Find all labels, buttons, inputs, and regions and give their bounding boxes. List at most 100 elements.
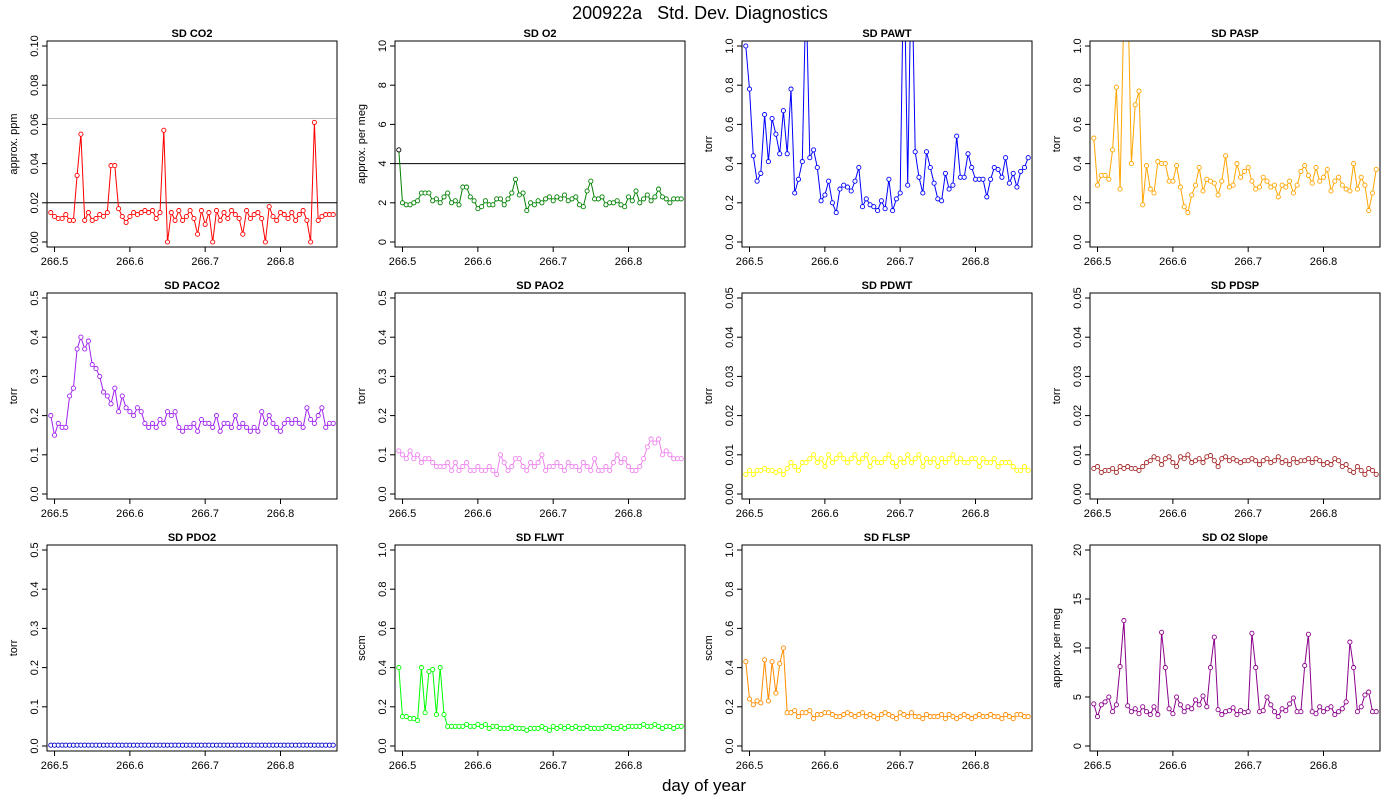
y-tick-label: 0.4 bbox=[724, 660, 736, 675]
y-tick-label: 0.4 bbox=[377, 660, 389, 675]
data-point bbox=[1249, 456, 1255, 462]
data-point bbox=[923, 712, 930, 718]
data-point bbox=[1136, 88, 1142, 94]
data-point bbox=[995, 166, 1001, 173]
data-point bbox=[270, 213, 276, 220]
y-tick-label: 0.5 bbox=[29, 542, 41, 557]
data-point bbox=[950, 182, 956, 188]
data-point bbox=[890, 208, 896, 214]
data-point bbox=[520, 190, 526, 196]
y-axis-label: torr bbox=[1051, 135, 1063, 152]
data-point bbox=[826, 178, 832, 184]
data-point bbox=[814, 460, 820, 466]
data-point bbox=[217, 428, 223, 434]
data-point bbox=[422, 710, 428, 716]
data-point bbox=[127, 409, 133, 415]
data-point bbox=[743, 471, 749, 477]
data-point bbox=[641, 196, 647, 202]
data-point bbox=[1181, 204, 1187, 210]
data-point bbox=[1010, 464, 1016, 470]
data-point bbox=[149, 208, 156, 214]
data-point bbox=[116, 206, 122, 212]
data-point bbox=[1192, 697, 1199, 703]
data-point bbox=[1185, 704, 1191, 710]
data-point bbox=[1102, 699, 1108, 705]
data-point bbox=[765, 698, 771, 704]
data-point bbox=[1132, 465, 1138, 472]
data-point bbox=[296, 420, 302, 426]
data-point bbox=[1174, 694, 1180, 700]
data-point bbox=[494, 471, 500, 477]
data-point bbox=[48, 210, 54, 216]
data-point bbox=[916, 174, 922, 180]
plot-frame bbox=[394, 40, 686, 248]
data-point bbox=[558, 196, 564, 202]
data-point bbox=[833, 210, 839, 216]
data-point bbox=[814, 164, 820, 171]
y-tick-label: 0.03 bbox=[1072, 366, 1084, 387]
data-point bbox=[497, 196, 504, 202]
data-point bbox=[999, 716, 1005, 722]
data-point bbox=[198, 416, 204, 423]
data-point bbox=[437, 200, 443, 206]
series-line bbox=[745, 453, 1029, 476]
y-tick-label: 5 bbox=[1072, 694, 1084, 700]
chart-title: SD O2 bbox=[523, 28, 556, 40]
data-point bbox=[750, 153, 756, 159]
data-point bbox=[769, 115, 775, 122]
data-point bbox=[901, 712, 907, 718]
data-point bbox=[1006, 714, 1012, 720]
data-point bbox=[1211, 634, 1217, 640]
data-point bbox=[112, 163, 118, 169]
data-point bbox=[659, 194, 665, 200]
data-point bbox=[792, 190, 798, 196]
y-tick-label: 0.1 bbox=[377, 447, 389, 462]
data-point bbox=[55, 420, 61, 426]
data-point bbox=[539, 200, 545, 206]
y-tick-label: 0 bbox=[1072, 743, 1084, 749]
data-point bbox=[931, 456, 937, 462]
x-tick-label: 266.6 bbox=[116, 508, 144, 520]
x-tick-label: 266.5 bbox=[41, 760, 69, 772]
data-point bbox=[599, 725, 605, 731]
data-point bbox=[580, 725, 586, 731]
data-point bbox=[274, 424, 280, 430]
data-point bbox=[168, 210, 174, 216]
data-point bbox=[1336, 458, 1342, 464]
data-point bbox=[415, 198, 421, 204]
data-point bbox=[475, 721, 481, 727]
data-point bbox=[1125, 703, 1131, 709]
data-point bbox=[131, 413, 137, 419]
data-point bbox=[890, 714, 896, 720]
data-point bbox=[1343, 462, 1349, 468]
data-point bbox=[1234, 712, 1240, 718]
data-point bbox=[1283, 184, 1289, 190]
data-point bbox=[893, 464, 899, 470]
data-point bbox=[822, 464, 828, 470]
data-point bbox=[319, 405, 325, 411]
data-point bbox=[266, 204, 272, 210]
data-point bbox=[1358, 467, 1364, 474]
y-tick-label: 1.0 bbox=[1072, 38, 1084, 53]
data-point bbox=[988, 712, 994, 718]
data-point bbox=[554, 725, 560, 731]
data-point bbox=[588, 467, 594, 474]
data-point bbox=[1207, 453, 1214, 459]
data-point bbox=[1290, 695, 1296, 701]
data-point bbox=[1320, 462, 1327, 468]
data-point bbox=[1170, 178, 1176, 184]
data-point bbox=[795, 176, 802, 182]
x-tick-label: 266.8 bbox=[1310, 256, 1338, 268]
data-point bbox=[134, 212, 140, 218]
data-point bbox=[210, 424, 216, 430]
data-point bbox=[788, 710, 794, 716]
data-point bbox=[1117, 186, 1123, 192]
data-point bbox=[1166, 706, 1172, 712]
data-point bbox=[1226, 458, 1232, 464]
data-point bbox=[1021, 464, 1028, 470]
data-point bbox=[1309, 180, 1315, 186]
data-point bbox=[1025, 155, 1031, 161]
plot-area bbox=[395, 147, 685, 214]
data-point bbox=[927, 164, 933, 171]
data-point bbox=[584, 464, 590, 470]
